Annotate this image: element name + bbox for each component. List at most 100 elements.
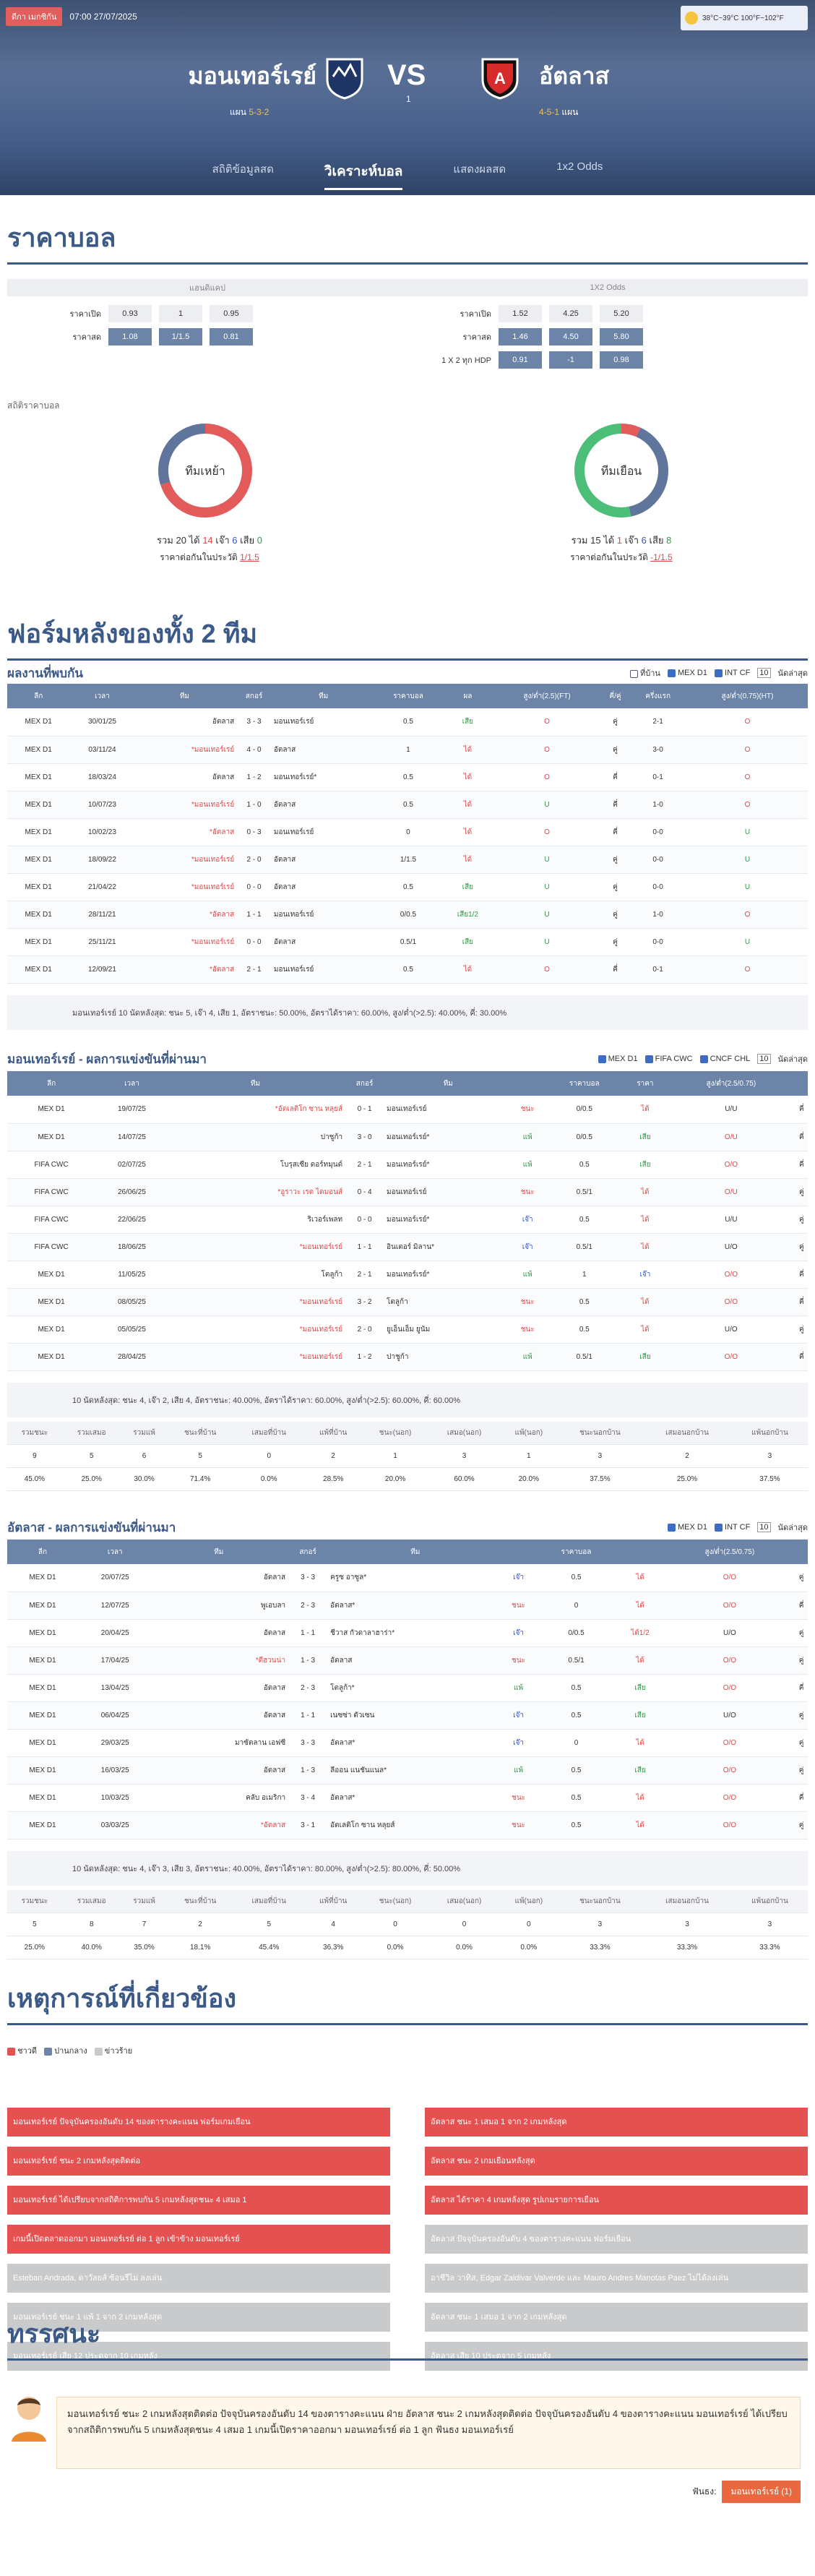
table-cell[interactable]: *มอนเทอร์เรย์ <box>168 1288 343 1316</box>
table-cell[interactable]: *อัตเลติโก ซาน หลุยส์ <box>168 1096 343 1124</box>
table-cell[interactable]: *มอนเทอร์เรย์ <box>134 928 235 956</box>
table-cell[interactable]: อัตลาส <box>273 736 374 764</box>
column-header[interactable]: เวลา <box>95 1071 168 1096</box>
match-count-select[interactable]: 10 <box>757 1054 771 1064</box>
table-cell[interactable]: อัตลาส <box>273 928 374 956</box>
table-cell[interactable]: *มอนเทอร์เรย์ <box>134 873 235 901</box>
filter-mex-d1[interactable]: MEX D1 <box>667 1523 707 1532</box>
table-cell[interactable]: อัตลาส <box>273 873 374 901</box>
column-header[interactable]: สูง/ต่ำ(0.75)(HT) <box>686 684 808 708</box>
table-cell[interactable]: มอนเทอร์เรย์ <box>273 818 374 846</box>
column-header[interactable]: สูง/ต่ำ(2.5/0.75) <box>667 1071 795 1096</box>
checkbox-icon[interactable] <box>714 1523 723 1532</box>
tab-analysis[interactable]: วิเคราะห์บอล <box>324 160 403 190</box>
table-cell[interactable]: มอนเทอร์เรย์* <box>273 763 374 791</box>
table-cell[interactable]: พูเอบลา <box>152 1592 286 1620</box>
odds-value[interactable]: 1.46 <box>499 328 542 345</box>
table-cell[interactable]: มอนเทอร์เรย์ <box>273 708 374 737</box>
odds-value[interactable]: 1/1.5 <box>159 328 202 345</box>
column-header[interactable]: ผล <box>443 684 493 708</box>
checkbox-icon[interactable] <box>699 1055 708 1063</box>
odds-value[interactable]: 0.93 <box>108 305 152 322</box>
column-header[interactable]: สูง/ต่ำ(2.5)(FT) <box>492 684 602 708</box>
column-header[interactable]: ราคาบอล <box>536 1540 616 1564</box>
table-cell[interactable]: โบรุสเซีย ดอร์ทมุนด์ <box>168 1151 343 1179</box>
column-header[interactable] <box>795 1540 808 1564</box>
tab-1x2-odds[interactable]: 1x2 Odds <box>556 160 603 173</box>
table-cell[interactable]: ครูซ อาซูล* <box>330 1564 501 1592</box>
table-cell[interactable]: อินเตอร์ มิลาน* <box>387 1233 510 1261</box>
table-cell[interactable]: อัตลาส <box>152 1619 286 1647</box>
filter-fifa-cwc[interactable]: FIFA CWC <box>644 1055 693 1063</box>
table-cell[interactable]: มอนเทอร์เรย์* <box>387 1206 510 1234</box>
table-cell[interactable]: ยูเอ็นเอ็ม ยูนัม <box>387 1315 510 1344</box>
table-cell[interactable]: มอนเทอร์เรย์ <box>273 901 374 929</box>
odds-value[interactable]: 5.20 <box>600 305 643 322</box>
column-header[interactable]: ราคาบอล <box>545 1071 624 1096</box>
table-cell[interactable]: มาซัตลาน เอฟซี <box>152 1729 286 1757</box>
column-header[interactable]: ทีม <box>273 684 374 708</box>
filter-int-cf[interactable]: INT CF <box>714 1523 750 1532</box>
hdp-value[interactable]: -1/1.5 <box>650 552 673 562</box>
table-cell[interactable]: ริเวอร์เพลท <box>168 1206 343 1234</box>
filter-home[interactable]: ที่บ้าน <box>629 666 660 679</box>
odds-value[interactable]: -1 <box>549 351 592 369</box>
table-cell[interactable]: ปาชูก้า <box>168 1123 343 1151</box>
odds-value[interactable]: 5.80 <box>600 328 643 345</box>
odds-value[interactable]: 0.81 <box>210 328 253 345</box>
column-header[interactable]: ทีม <box>387 1071 510 1096</box>
table-cell[interactable]: อัตลาส <box>152 1564 286 1592</box>
table-cell[interactable]: มอนเทอร์เรย์ <box>387 1178 510 1206</box>
table-cell[interactable]: อัตลาส <box>152 1701 286 1730</box>
table-cell[interactable]: *อัตลาส <box>134 818 235 846</box>
tab-live-stats[interactable]: สถิติข้อมูลสด <box>212 163 274 176</box>
table-cell[interactable]: อัตลาส* <box>330 1729 501 1757</box>
column-header[interactable]: เวลา <box>69 684 135 708</box>
table-cell[interactable]: *มอนเทอร์เรย์ <box>168 1343 343 1371</box>
odds-value[interactable]: 1 <box>159 305 202 322</box>
table-cell[interactable]: อัตลาส* <box>330 1592 501 1620</box>
table-cell[interactable]: อัตลาส <box>152 1674 286 1702</box>
column-header[interactable]: ราคาบอล <box>373 684 444 708</box>
column-header[interactable]: สูง/ต่ำ(2.5/0.75) <box>664 1540 795 1564</box>
table-cell[interactable]: *อัตลาส <box>152 1811 286 1839</box>
match-count-select[interactable]: 10 <box>757 668 771 678</box>
odds-value[interactable]: 4.50 <box>549 328 592 345</box>
table-cell[interactable]: โตลูก้า <box>387 1288 510 1316</box>
table-cell[interactable]: อัตลาส <box>134 708 235 737</box>
column-header[interactable] <box>795 1071 808 1096</box>
table-cell[interactable]: มอนเทอร์เรย์* <box>387 1151 510 1179</box>
odds-value[interactable]: 0.95 <box>210 305 253 322</box>
column-header[interactable]: สกอร์ <box>285 1540 331 1564</box>
odds-value[interactable]: 0.98 <box>600 351 643 369</box>
odds-value[interactable]: 1.08 <box>108 328 152 345</box>
column-header[interactable]: ราคา <box>623 1071 668 1096</box>
checkbox-icon[interactable] <box>598 1055 606 1063</box>
table-cell[interactable]: อัตลาส <box>134 763 235 791</box>
checkbox-icon[interactable] <box>629 669 638 678</box>
column-header[interactable]: ทีม <box>168 1071 343 1096</box>
table-cell[interactable]: *อัตลาส <box>134 901 235 929</box>
hdp-value[interactable]: 1/1.5 <box>240 552 259 562</box>
checkbox-icon[interactable] <box>644 1055 653 1063</box>
column-header[interactable]: สกอร์ <box>234 684 274 708</box>
table-cell[interactable]: *มอนเทอร์เรย์ <box>134 846 235 874</box>
tab-live-score[interactable]: แสดงผลสด <box>453 163 506 176</box>
column-header[interactable]: ลีก <box>7 1540 78 1564</box>
column-header[interactable]: ลีก <box>7 684 70 708</box>
checkbox-icon[interactable] <box>667 669 676 677</box>
odds-value[interactable]: 0.91 <box>499 351 542 369</box>
table-cell[interactable]: *มอนเทอร์เรย์ <box>134 736 235 764</box>
column-header[interactable] <box>616 1540 665 1564</box>
column-header[interactable] <box>509 1071 546 1096</box>
table-cell[interactable]: มอนเทอร์เรย์* <box>387 1123 510 1151</box>
odds-value[interactable]: 4.25 <box>549 305 592 322</box>
table-cell[interactable]: อัตลาส <box>273 846 374 874</box>
column-header[interactable] <box>500 1540 537 1564</box>
column-header[interactable]: ทีม <box>134 684 235 708</box>
table-cell[interactable]: ชีวาส กัวดาลาฮาร่า* <box>330 1619 501 1647</box>
checkbox-icon[interactable] <box>714 669 723 677</box>
league-tag[interactable]: ดีกา เมกซิกัน <box>6 7 63 26</box>
table-cell[interactable]: *มอนเทอร์เรย์ <box>134 791 235 819</box>
table-cell[interactable]: มอนเทอร์เรย์ <box>387 1096 510 1124</box>
